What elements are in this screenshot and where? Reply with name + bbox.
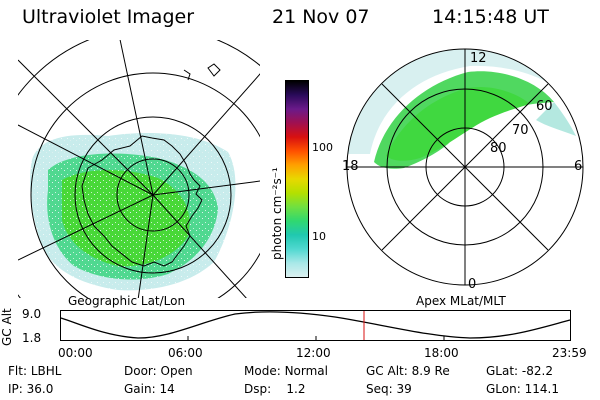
status-flt: Flt: LBHL: [8, 364, 62, 378]
timeline-xtick-2359: 23:59: [552, 346, 587, 360]
status-gain: Gain: 14: [124, 382, 175, 396]
observation-date: 21 Nov 07: [272, 6, 370, 28]
latitude-circles: [18, 40, 260, 298]
status-glon: GLon: 114.1: [486, 382, 559, 396]
timeline-ytick-min: 1.8: [22, 331, 42, 345]
antarctica-coastline: [81, 135, 203, 267]
colorbar: [285, 80, 309, 278]
status-door: Door: Open: [124, 364, 193, 378]
geographic-caption: Geographic Lat/Lon: [68, 294, 186, 308]
status-gc-alt: GC Alt: 8.9 Re: [366, 364, 450, 378]
meridians: [18, 40, 260, 298]
mlat-label-80: 80: [490, 141, 507, 156]
mlt-label-18: 18: [342, 159, 359, 174]
island-outline: [207, 63, 221, 77]
timeline-ytick-max: 9.0: [22, 307, 42, 321]
colorbar-unit-label: photon cm⁻²s⁻¹: [270, 167, 284, 260]
timeline-ticks: [187, 336, 445, 341]
altitude-curve: [60, 311, 571, 339]
timeline-y-label: GC Alt: [0, 308, 14, 346]
status-mode: Mode: Normal: [244, 364, 328, 378]
geographic-map: [18, 40, 260, 298]
observation-time: 14:15:48 UT: [432, 6, 549, 28]
colorbar-tick-100: 100: [312, 141, 333, 154]
timeline-xtick-1200: 12:00: [296, 346, 331, 360]
mlat-label-60: 60: [536, 99, 553, 114]
altitude-timeline: [60, 310, 571, 341]
timeline-frame: [60, 310, 571, 341]
status-dsp: Dsp: 1.2: [244, 382, 306, 396]
instrument-title: Ultraviolet Imager: [22, 6, 195, 28]
island-outline: [183, 69, 191, 81]
mlat-label-70: 70: [512, 123, 529, 138]
aurora-emission-geo: [30, 133, 236, 291]
apex-caption: Apex MLat/MLT: [416, 294, 506, 308]
status-seq: Seq: 39: [366, 382, 412, 396]
timeline-xtick-1800: 18:00: [424, 346, 459, 360]
timeline-xtick-0000: 00:00: [58, 346, 93, 360]
timeline-xtick-0600: 06:00: [168, 346, 203, 360]
magnetic-polar-plot: 12 18 6 0 60 70 80: [342, 48, 584, 290]
colorbar-tick-10: 10: [312, 230, 326, 243]
status-glat: GLat: -82.2: [486, 364, 553, 378]
status-ip: IP: 36.0: [8, 382, 54, 396]
mlt-label-0: 0: [468, 277, 476, 290]
mlt-label-12: 12: [470, 51, 487, 66]
mlt-label-6: 6: [574, 159, 582, 174]
mlt-meridians: [347, 49, 583, 285]
